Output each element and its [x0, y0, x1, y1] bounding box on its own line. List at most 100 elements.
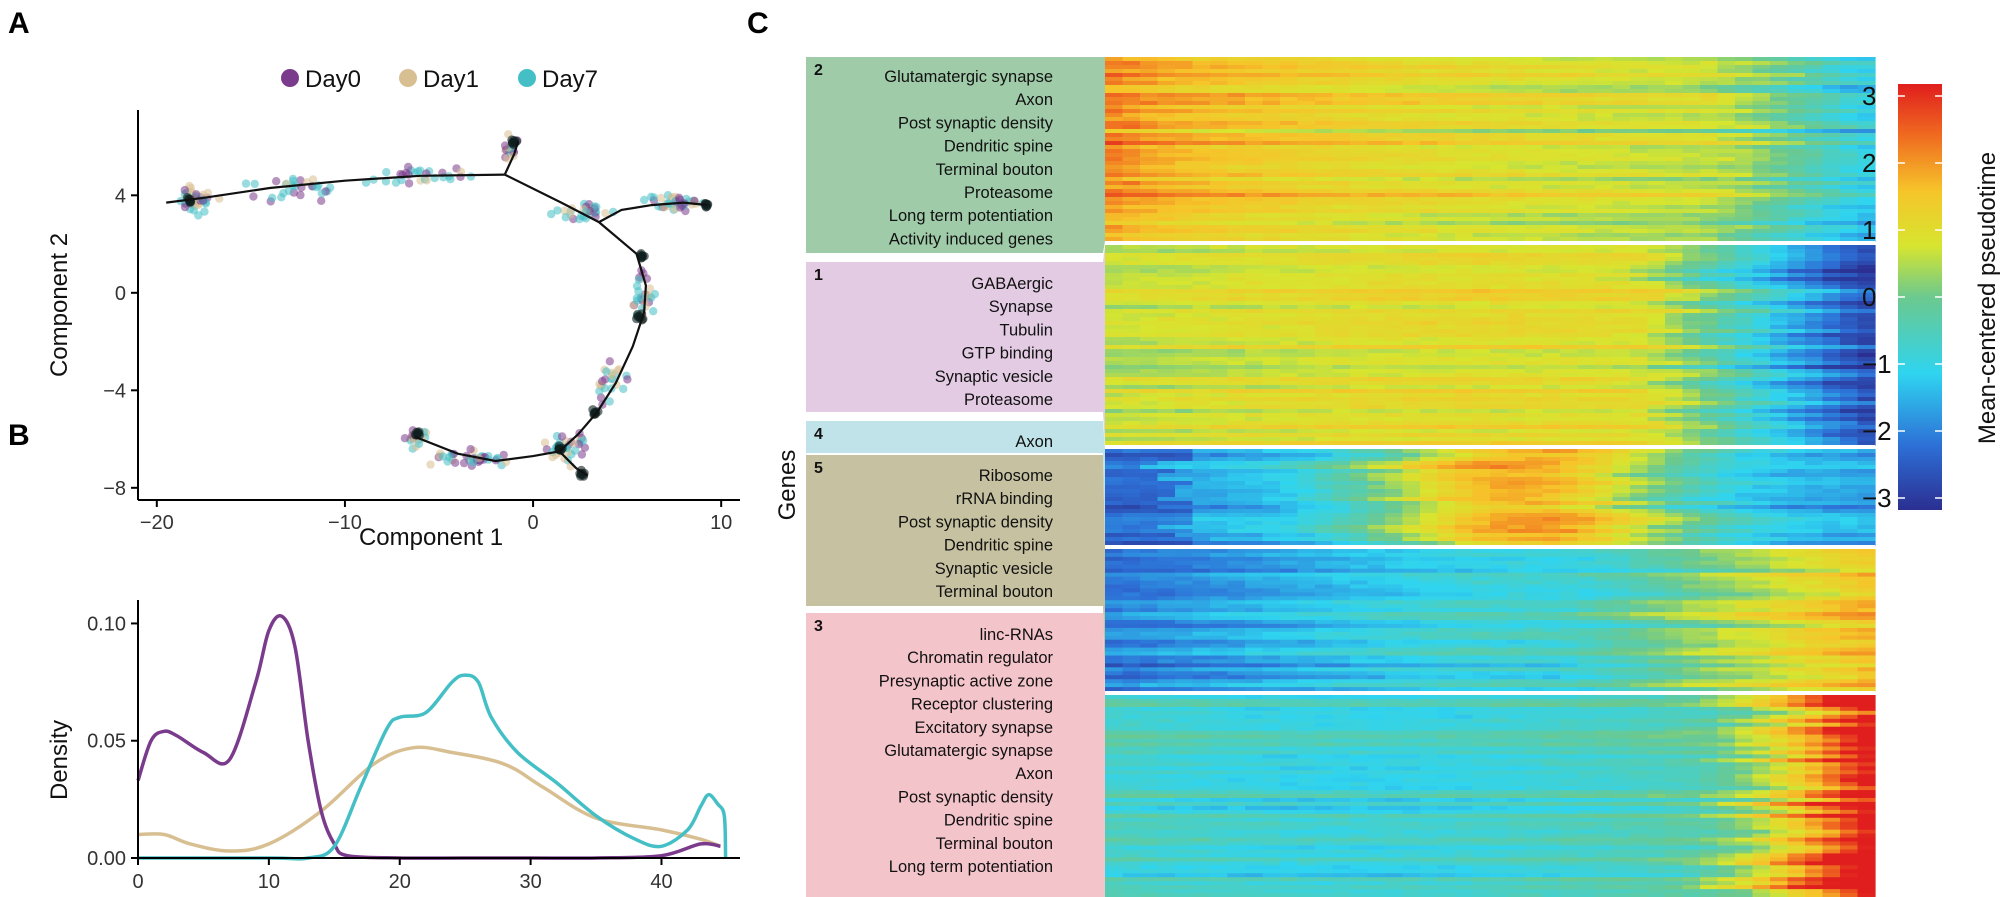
heat-cell: [1770, 401, 1789, 406]
heat-cell: [1735, 277, 1754, 282]
heat-cell: [1262, 193, 1281, 198]
heat-cell: [1787, 377, 1806, 382]
panel-b-density-plot: 0 10 20 30 400.000.050.10 Density: [46, 600, 740, 893]
heat-cell: [1210, 309, 1229, 314]
heat-cell: [1367, 157, 1386, 162]
heat-cell: [1227, 441, 1246, 446]
heat-cell: [1245, 181, 1264, 186]
heat-cell: [1227, 341, 1246, 346]
heat-cell: [1857, 453, 1876, 458]
heat-cell: [1805, 413, 1824, 418]
heat-cell: [1857, 65, 1876, 70]
heat-cell: [1525, 417, 1544, 422]
heat-cell: [1297, 145, 1316, 150]
heat-cell: [1647, 189, 1666, 194]
heat-cell: [1192, 421, 1211, 426]
heat-cell: [1157, 245, 1176, 250]
heat-cell: [1525, 413, 1544, 418]
heat-cell: [1280, 81, 1299, 86]
heat-cell: [1332, 409, 1351, 414]
heat-cell: [1665, 261, 1684, 266]
heat-cell: [1105, 97, 1124, 102]
heat-cell: [1770, 221, 1789, 226]
heat-cell: [1752, 209, 1771, 214]
heat-cell: [1350, 249, 1369, 254]
heat-cell: [1245, 89, 1264, 94]
heat-cell: [1140, 209, 1159, 214]
heat-cell: [1262, 229, 1281, 234]
heat-cell: [1525, 329, 1544, 334]
heat-cell: [1227, 333, 1246, 338]
heat-cell: [1122, 265, 1141, 270]
heat-cell: [1490, 229, 1509, 234]
heat-cell: [1455, 465, 1474, 470]
heat-cell: [1665, 381, 1684, 386]
heat-cell: [1735, 305, 1754, 310]
heat-cell: [1192, 389, 1211, 394]
heat-cell: [1455, 233, 1474, 238]
heat-cell: [1490, 193, 1509, 198]
heat-cell: [1787, 149, 1806, 154]
heat-cell: [1157, 165, 1176, 170]
heat-cell: [1157, 281, 1176, 286]
heat-cell: [1437, 109, 1456, 114]
heat-cell: [1175, 457, 1194, 462]
heat-cell: [1630, 321, 1649, 326]
heat-cell: [1752, 337, 1771, 342]
heat-cell: [1122, 361, 1141, 366]
heat-cell: [1437, 221, 1456, 226]
heat-cell: [1560, 89, 1579, 94]
heat-cell: [1805, 225, 1824, 230]
heat-cell: [1840, 109, 1859, 114]
heat-cell: [1805, 465, 1824, 470]
heat-cell: [1105, 217, 1124, 222]
heat-cell: [1210, 141, 1229, 146]
cell-point: [636, 293, 646, 302]
heat-cell: [1245, 389, 1264, 394]
heat-cell: [1822, 69, 1841, 74]
heat-cell: [1420, 185, 1439, 190]
heat-cell: [1437, 209, 1456, 214]
heat-cell: [1770, 277, 1789, 282]
heat-cell: [1525, 377, 1544, 382]
heat-cell: [1630, 281, 1649, 286]
heat-cell: [1227, 393, 1246, 398]
heat-cell: [1577, 357, 1596, 362]
heat-cell: [1140, 357, 1159, 362]
heat-cell: [1175, 237, 1194, 242]
heat-cell: [1822, 381, 1841, 386]
heat-cell: [1297, 197, 1316, 202]
heat-cell: [1560, 277, 1579, 282]
heat-cell: [1717, 285, 1736, 290]
heat-cell: [1595, 353, 1614, 358]
heat-cell: [1560, 189, 1579, 194]
heat-cell: [1857, 413, 1876, 418]
heat-cell: [1262, 205, 1281, 210]
heat-cell: [1472, 329, 1491, 334]
heat-cell: [1157, 389, 1176, 394]
heat-cell: [1577, 129, 1596, 134]
heat-cell: [1805, 365, 1824, 370]
heat-cell: [1507, 429, 1526, 434]
heat-cell: [1262, 437, 1281, 442]
heat-cell: [1227, 305, 1246, 310]
heat-cell: [1612, 253, 1631, 258]
heat-cell: [1157, 361, 1176, 366]
heat-cell: [1560, 361, 1579, 366]
heat-cell: [1857, 405, 1876, 410]
cell-point: [404, 162, 413, 172]
heat-cell: [1332, 273, 1351, 278]
heat-cell: [1822, 269, 1841, 274]
heat-cell: [1210, 133, 1229, 138]
heat-cell: [1787, 81, 1806, 86]
cell-point: [632, 314, 641, 324]
heat-cell: [1157, 357, 1176, 362]
heat-cell: [1840, 181, 1859, 186]
heat-cell: [1700, 93, 1719, 98]
heat-cell: [1490, 105, 1509, 110]
heat-cell: [1647, 369, 1666, 374]
heat-cell: [1367, 161, 1386, 166]
heat-cell: [1192, 101, 1211, 106]
heat-cell: [1385, 85, 1404, 90]
heat-cell: [1805, 149, 1824, 154]
